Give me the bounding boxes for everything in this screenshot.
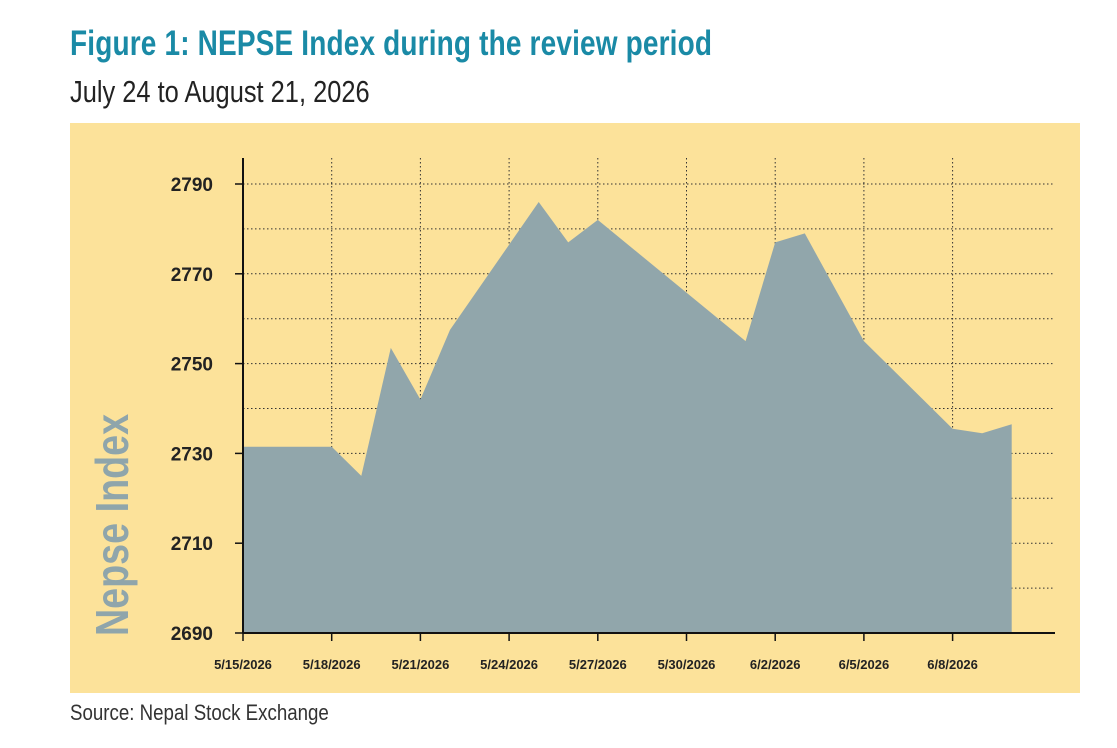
y-tick-label: 2710 xyxy=(171,534,213,555)
chart-subtitle: July 24 to August 21, 2026 xyxy=(70,74,370,109)
source-note: Source: Nepal Stock Exchange xyxy=(70,700,329,725)
x-tick-label: 5/21/2026 xyxy=(391,657,449,672)
y-tick-label: 2690 xyxy=(171,624,213,645)
x-tick-label: 5/27/2026 xyxy=(569,657,627,672)
x-tick-labels: 5/15/2026 5/18/2026 5/21/2026 5/24/2026 5/27… xyxy=(214,657,978,672)
x-tick-label: 6/5/2026 xyxy=(839,657,890,672)
x-tick-label: 5/18/2026 xyxy=(303,657,361,672)
y-tick-label: 2770 xyxy=(171,265,213,286)
x-tick-label: 6/2/2026 xyxy=(750,657,801,672)
y-tick-label: 2790 xyxy=(171,175,213,196)
y-tick-label: 2730 xyxy=(171,444,213,465)
area-series xyxy=(243,202,1012,633)
y-axis-label: Nepse Index xyxy=(86,413,137,636)
chart-title: Figure 1: NEPSE Index during the review … xyxy=(70,24,713,63)
x-tick-label: 6/8/2026 xyxy=(927,657,978,672)
y-tick-label: 2750 xyxy=(171,355,213,376)
axes xyxy=(235,158,1055,641)
x-tick-label: 5/15/2026 xyxy=(214,657,272,672)
y-tick-labels: 2690 2710 2730 2750 2770 2790 xyxy=(171,175,213,645)
x-tick-label: 5/24/2026 xyxy=(480,657,538,672)
x-tick-label: 5/30/2026 xyxy=(658,657,716,672)
